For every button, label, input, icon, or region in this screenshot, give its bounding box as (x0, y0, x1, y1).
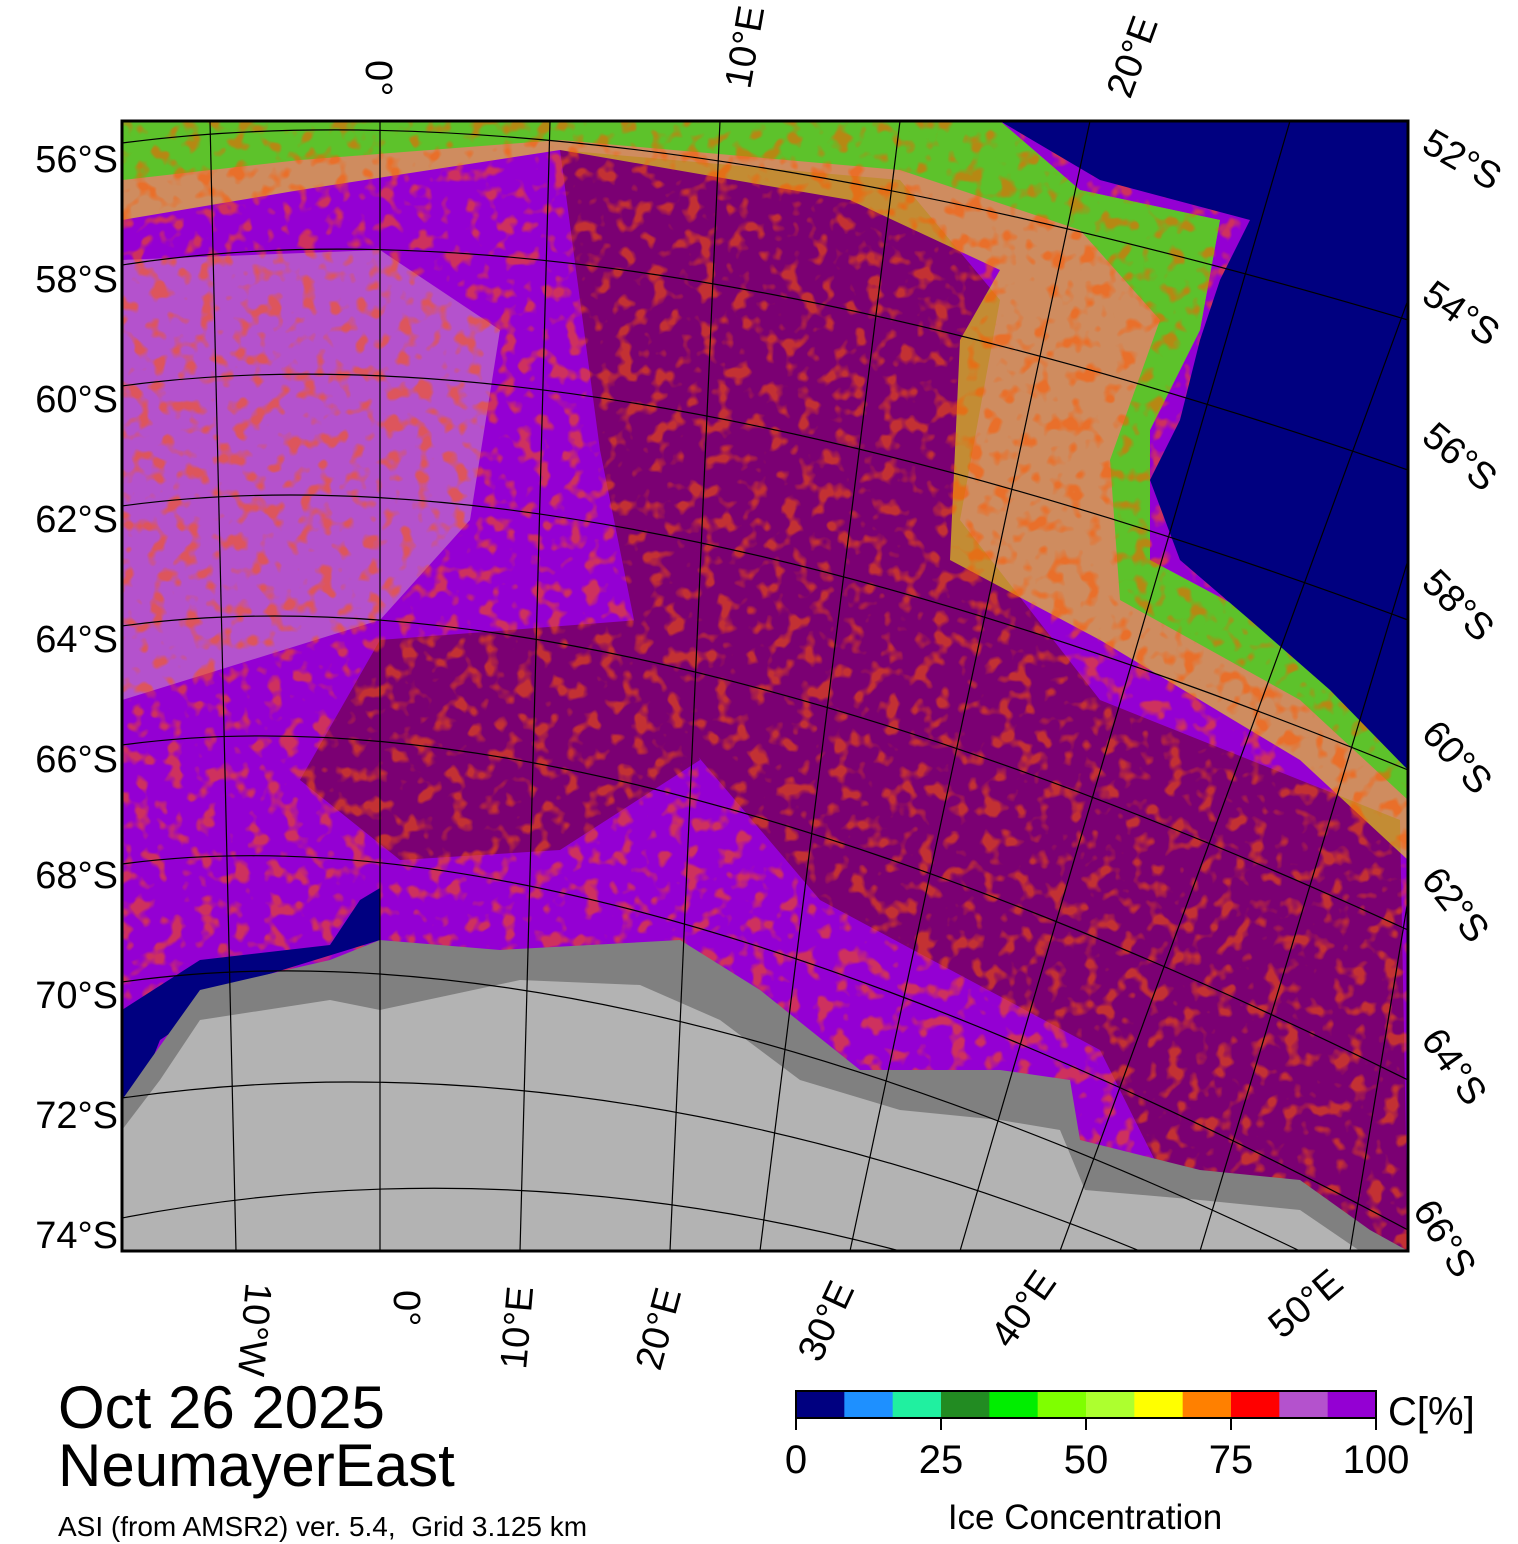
latitude-line (122, 615, 1408, 931)
longitude-line (669, 121, 721, 1251)
longitude-line (849, 121, 1091, 1251)
lon-label: 20°E (1099, 11, 1167, 103)
latitude-line (122, 129, 1408, 321)
lat-label: 64°S (1413, 1021, 1495, 1113)
open-water (1000, 121, 1408, 770)
colorbar-segment (941, 1391, 990, 1418)
left-latitude-labels: 56°S 58°S 60°S 62°S 64°S 66°S 68°S 70°S … (35, 139, 118, 1257)
region-name: NeumayerEast (58, 1432, 455, 1499)
lon-label: 10°E (493, 1285, 542, 1371)
colorbar-tick-label: 75 (1208, 1438, 1254, 1482)
colorbar-segment (1134, 1391, 1184, 1418)
latitude-grid (122, 129, 1408, 1251)
lat-label: 56°S (35, 139, 118, 181)
map-date: Oct 26 2025 (58, 1374, 385, 1441)
lat-label: 52°S (1416, 121, 1509, 199)
lat-label: 68°S (35, 855, 118, 897)
bottom-longitude-labels: 10°W 0° 10°E 20°E 30°E 40°E 50°E (229, 1261, 1351, 1377)
lat-label: 66°S (1404, 1193, 1484, 1285)
latitude-line (122, 970, 1301, 1251)
longitude-line (1349, 899, 1408, 1251)
colorbar-segment (1327, 1391, 1377, 1418)
lon-label: 0° (357, 60, 399, 96)
lat-label: 62°S (1413, 860, 1497, 951)
lat-label: 56°S (1414, 415, 1504, 500)
latitude-line (122, 735, 1408, 1081)
colorbar (796, 1391, 1377, 1418)
right-latitude-labels: 52°S 54°S 56°S 58°S 60°S 62°S 64°S 66°S (1404, 121, 1508, 1285)
lon-label: 30°E (790, 1275, 863, 1368)
lat-label: 66°S (35, 739, 118, 781)
latitude-line (122, 248, 1408, 471)
colorbar-segment (1037, 1391, 1087, 1418)
map-panel (122, 121, 1408, 1251)
latitude-line (122, 1081, 1141, 1251)
colorbar-unit-label: C[%] (1388, 1390, 1475, 1434)
map-frame (120, 119, 1410, 1253)
lat-label: 62°S (35, 499, 118, 541)
colorbar-ticks (795, 1418, 1377, 1430)
lat-label: 70°S (35, 975, 118, 1017)
lon-label: 0° (385, 1290, 427, 1326)
colorbar-segment (796, 1391, 845, 1418)
colorbar-segment (1279, 1391, 1329, 1418)
latitude-line (122, 1187, 901, 1251)
longitude-line (759, 121, 901, 1251)
colorbar-segment (844, 1391, 894, 1418)
top-longitude-labels: 0° 10°E 20°E (357, 3, 1167, 103)
product-info: ASI (from AMSR2) ver. 5.4, Grid 3.125 km (58, 1511, 588, 1542)
longitude-line (519, 121, 551, 1251)
lat-label: 64°S (35, 619, 118, 661)
longitude-grid (209, 121, 1408, 1251)
lat-label: 58°S (1414, 562, 1502, 650)
lon-label: 20°E (628, 1283, 690, 1374)
colorbar-segment (892, 1391, 942, 1418)
colorbar-tick-label: 100 (1342, 1438, 1410, 1482)
colorbar-tick-label: 0 (784, 1438, 808, 1482)
longitude-line (959, 121, 1291, 1251)
longitude-line (209, 121, 237, 1251)
colorbar-tick-label: 50 (1063, 1438, 1109, 1482)
lat-label: 72°S (35, 1095, 118, 1137)
lat-label: 60°S (35, 379, 118, 421)
coastal-polynya (122, 888, 380, 1100)
antarctic-land (122, 980, 1360, 1251)
lon-label: 50°E (1261, 1261, 1351, 1346)
colorbar-tick-label: 25 (918, 1438, 964, 1482)
lat-label: 58°S (35, 259, 118, 301)
lon-label: 10°E (718, 3, 774, 92)
lon-label: 10°W (229, 1281, 279, 1378)
lat-label: 74°S (35, 1215, 118, 1257)
lon-label: 40°E (983, 1263, 1065, 1355)
colorbar-segment (989, 1391, 1039, 1418)
colorbar-segment (1182, 1391, 1232, 1418)
latitude-line (122, 855, 1408, 1231)
colorbar-segment (1231, 1391, 1280, 1418)
lat-label: 54°S (1415, 273, 1507, 355)
latitude-line (122, 373, 1408, 621)
colorbar-segment (1086, 1391, 1135, 1418)
longitude-line (1059, 299, 1408, 1251)
colorbar-title: Ice Concentration (947, 1498, 1223, 1537)
longitude-line (1199, 559, 1408, 1251)
lat-label: 60°S (1413, 713, 1500, 803)
latitude-line (122, 494, 1408, 771)
